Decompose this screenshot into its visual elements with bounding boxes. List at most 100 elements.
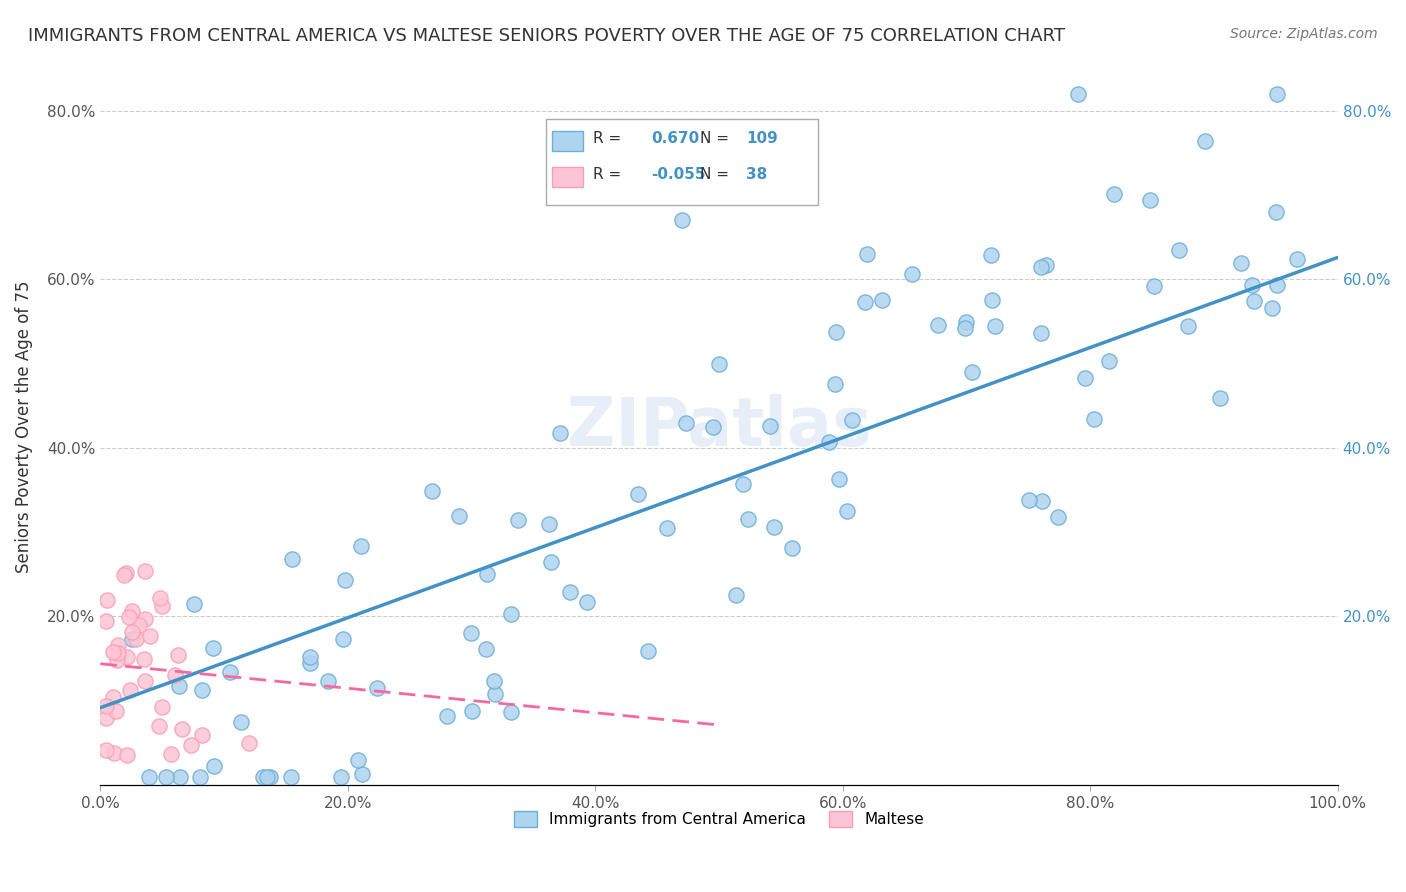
- Text: R =: R =: [593, 167, 621, 182]
- Point: [627, 487, 650, 501]
- Point: [817, 435, 839, 450]
- Point: [737, 511, 759, 525]
- Point: [183, 597, 205, 611]
- Point: [115, 747, 138, 762]
- Point: [1031, 326, 1053, 340]
- Point: [316, 673, 339, 688]
- Point: [828, 472, 851, 486]
- Point: [501, 705, 523, 719]
- Point: [120, 682, 142, 697]
- Point: [872, 293, 894, 307]
- Point: [332, 632, 354, 647]
- Point: [238, 736, 260, 750]
- Point: [1265, 278, 1288, 293]
- Text: N =: N =: [700, 131, 730, 146]
- Point: [980, 248, 1002, 262]
- Point: [540, 555, 562, 569]
- Point: [352, 767, 374, 781]
- Point: [96, 698, 118, 713]
- Point: [103, 746, 125, 760]
- Point: [1143, 279, 1166, 293]
- Point: [980, 293, 1002, 308]
- Point: [350, 539, 373, 553]
- Point: [702, 420, 724, 434]
- Point: [201, 640, 224, 655]
- Point: [825, 325, 848, 339]
- Point: [548, 426, 571, 441]
- Point: [1139, 193, 1161, 207]
- Point: [1031, 493, 1053, 508]
- Point: [167, 648, 190, 662]
- Point: [962, 365, 984, 379]
- Point: [1243, 294, 1265, 309]
- Point: [202, 759, 225, 773]
- Point: [537, 517, 560, 532]
- Point: [150, 599, 173, 613]
- Point: [655, 521, 678, 535]
- Text: N =: N =: [700, 167, 730, 182]
- Point: [149, 591, 172, 605]
- Point: [169, 770, 191, 784]
- Point: [134, 612, 156, 626]
- Text: 109: 109: [747, 131, 778, 146]
- Point: [953, 321, 976, 335]
- Point: [447, 508, 470, 523]
- Point: [1098, 353, 1121, 368]
- Point: [219, 665, 242, 679]
- Point: [191, 683, 214, 698]
- Point: [501, 607, 523, 621]
- Point: [252, 770, 274, 784]
- Point: [229, 714, 252, 729]
- Text: Source: ZipAtlas.com: Source: ZipAtlas.com: [1230, 27, 1378, 41]
- Point: [191, 728, 214, 742]
- Text: -0.055: -0.055: [651, 167, 706, 182]
- Point: [121, 632, 143, 647]
- Point: [460, 625, 482, 640]
- Point: [115, 566, 138, 581]
- Point: [1029, 260, 1052, 274]
- Point: [281, 552, 304, 566]
- Point: [724, 588, 747, 602]
- Point: [484, 687, 506, 701]
- Point: [856, 247, 879, 261]
- Text: 0.670: 0.670: [651, 131, 699, 146]
- Point: [1046, 510, 1069, 524]
- Point: [117, 649, 139, 664]
- Point: [731, 477, 754, 491]
- Point: [475, 641, 498, 656]
- Point: [461, 704, 484, 718]
- Point: [121, 603, 143, 617]
- Point: [675, 416, 697, 430]
- Point: [134, 651, 156, 665]
- Text: IMMIGRANTS FROM CENTRAL AMERICA VS MALTESE SENIORS POVERTY OVER THE AGE OF 75 CO: IMMIGRANTS FROM CENTRAL AMERICA VS MALTE…: [28, 27, 1066, 45]
- Point: [104, 704, 127, 718]
- Point: [139, 629, 162, 643]
- Point: [1241, 278, 1264, 293]
- Point: [190, 770, 212, 784]
- FancyBboxPatch shape: [553, 167, 583, 186]
- Point: [763, 520, 786, 534]
- Point: [96, 711, 118, 725]
- Point: [901, 267, 924, 281]
- Point: [148, 719, 170, 733]
- Y-axis label: Seniors Poverty Over the Age of 75: Seniors Poverty Over the Age of 75: [15, 281, 32, 573]
- Point: [256, 770, 278, 784]
- Point: [422, 484, 444, 499]
- Point: [366, 681, 388, 696]
- Point: [107, 638, 129, 652]
- Point: [160, 747, 183, 761]
- Point: [138, 770, 160, 784]
- Point: [346, 753, 368, 767]
- Point: [927, 318, 949, 333]
- Point: [330, 770, 353, 784]
- Point: [780, 541, 803, 555]
- Point: [475, 567, 498, 582]
- Point: [575, 595, 598, 609]
- Point: [506, 513, 529, 527]
- Point: [128, 618, 150, 632]
- Point: [558, 585, 581, 599]
- FancyBboxPatch shape: [553, 131, 583, 151]
- Point: [637, 644, 659, 658]
- Point: [1102, 186, 1125, 201]
- Point: [165, 667, 187, 681]
